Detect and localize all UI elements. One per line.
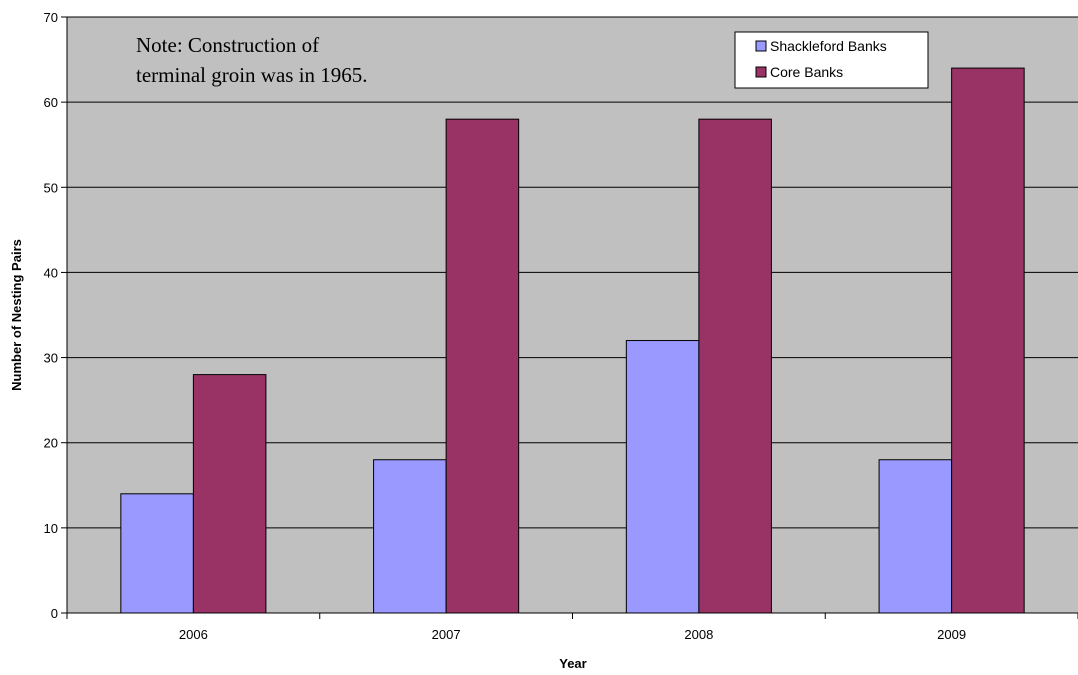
axes bbox=[61, 16, 1078, 619]
y-axis-title: Number of Nesting Pairs bbox=[9, 239, 24, 391]
bar-core-banks-2007 bbox=[445, 118, 520, 614]
note-line-2: terminal groin was in 1965. bbox=[136, 63, 368, 87]
x-tick-label-2007: 2007 bbox=[432, 627, 461, 642]
y-tick-label-40: 40 bbox=[44, 265, 58, 280]
bar-shackleford-banks-2009 bbox=[878, 459, 953, 614]
bar-shackleford-banks-2006 bbox=[120, 493, 194, 614]
note-annotation: Note: Construction of terminal groin was… bbox=[136, 33, 368, 87]
note-line-1: Note: Construction of bbox=[136, 33, 319, 57]
y-tick-label-30: 30 bbox=[44, 351, 58, 366]
x-tick-label-2006: 2006 bbox=[179, 627, 208, 642]
legend-box bbox=[734, 31, 929, 89]
bar-core-banks-2009 bbox=[951, 67, 1025, 614]
x-tick-label-2009: 2009 bbox=[937, 627, 966, 642]
legend-swatch-shackleford-banks bbox=[755, 40, 767, 52]
bars bbox=[120, 67, 1025, 614]
legend-label-shackleford-banks: Shackleford Banks bbox=[770, 38, 887, 54]
x-tick-label-2008: 2008 bbox=[684, 627, 713, 642]
bar-core-banks-2006 bbox=[192, 374, 267, 614]
y-tick-label-0: 0 bbox=[51, 606, 58, 621]
y-tick-label-60: 60 bbox=[44, 95, 58, 110]
tick-labels: 0 10 20 30 40 50 60 70 2006 2007 2008 2009 bbox=[44, 10, 967, 642]
y-tick-label-50: 50 bbox=[44, 180, 58, 195]
legend: Shackleford Banks Core Banks bbox=[734, 31, 929, 89]
y-tick-label-10: 10 bbox=[44, 521, 58, 536]
y-tick-label-20: 20 bbox=[44, 436, 58, 451]
bar-core-banks-2008 bbox=[698, 118, 772, 614]
bar-shackleford-banks-2007 bbox=[373, 459, 447, 614]
y-tick-label-70: 70 bbox=[44, 10, 58, 25]
legend-label-core-banks: Core Banks bbox=[770, 64, 843, 80]
bar-shackleford-banks-2008 bbox=[625, 340, 700, 614]
legend-swatch-core-banks bbox=[755, 66, 767, 78]
x-axis-title: Year bbox=[559, 656, 586, 671]
